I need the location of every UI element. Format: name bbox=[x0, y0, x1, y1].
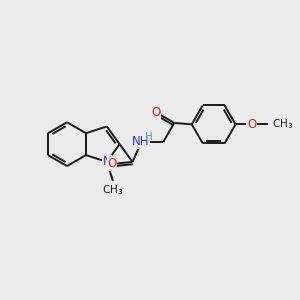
Text: CH$_3$: CH$_3$ bbox=[102, 183, 124, 197]
Text: CH$_3$: CH$_3$ bbox=[272, 118, 293, 131]
Text: N: N bbox=[102, 155, 111, 168]
Text: O: O bbox=[108, 158, 117, 170]
Text: O: O bbox=[247, 118, 256, 131]
Text: O: O bbox=[152, 106, 161, 119]
Text: NH: NH bbox=[132, 135, 150, 148]
Text: H: H bbox=[145, 132, 153, 142]
